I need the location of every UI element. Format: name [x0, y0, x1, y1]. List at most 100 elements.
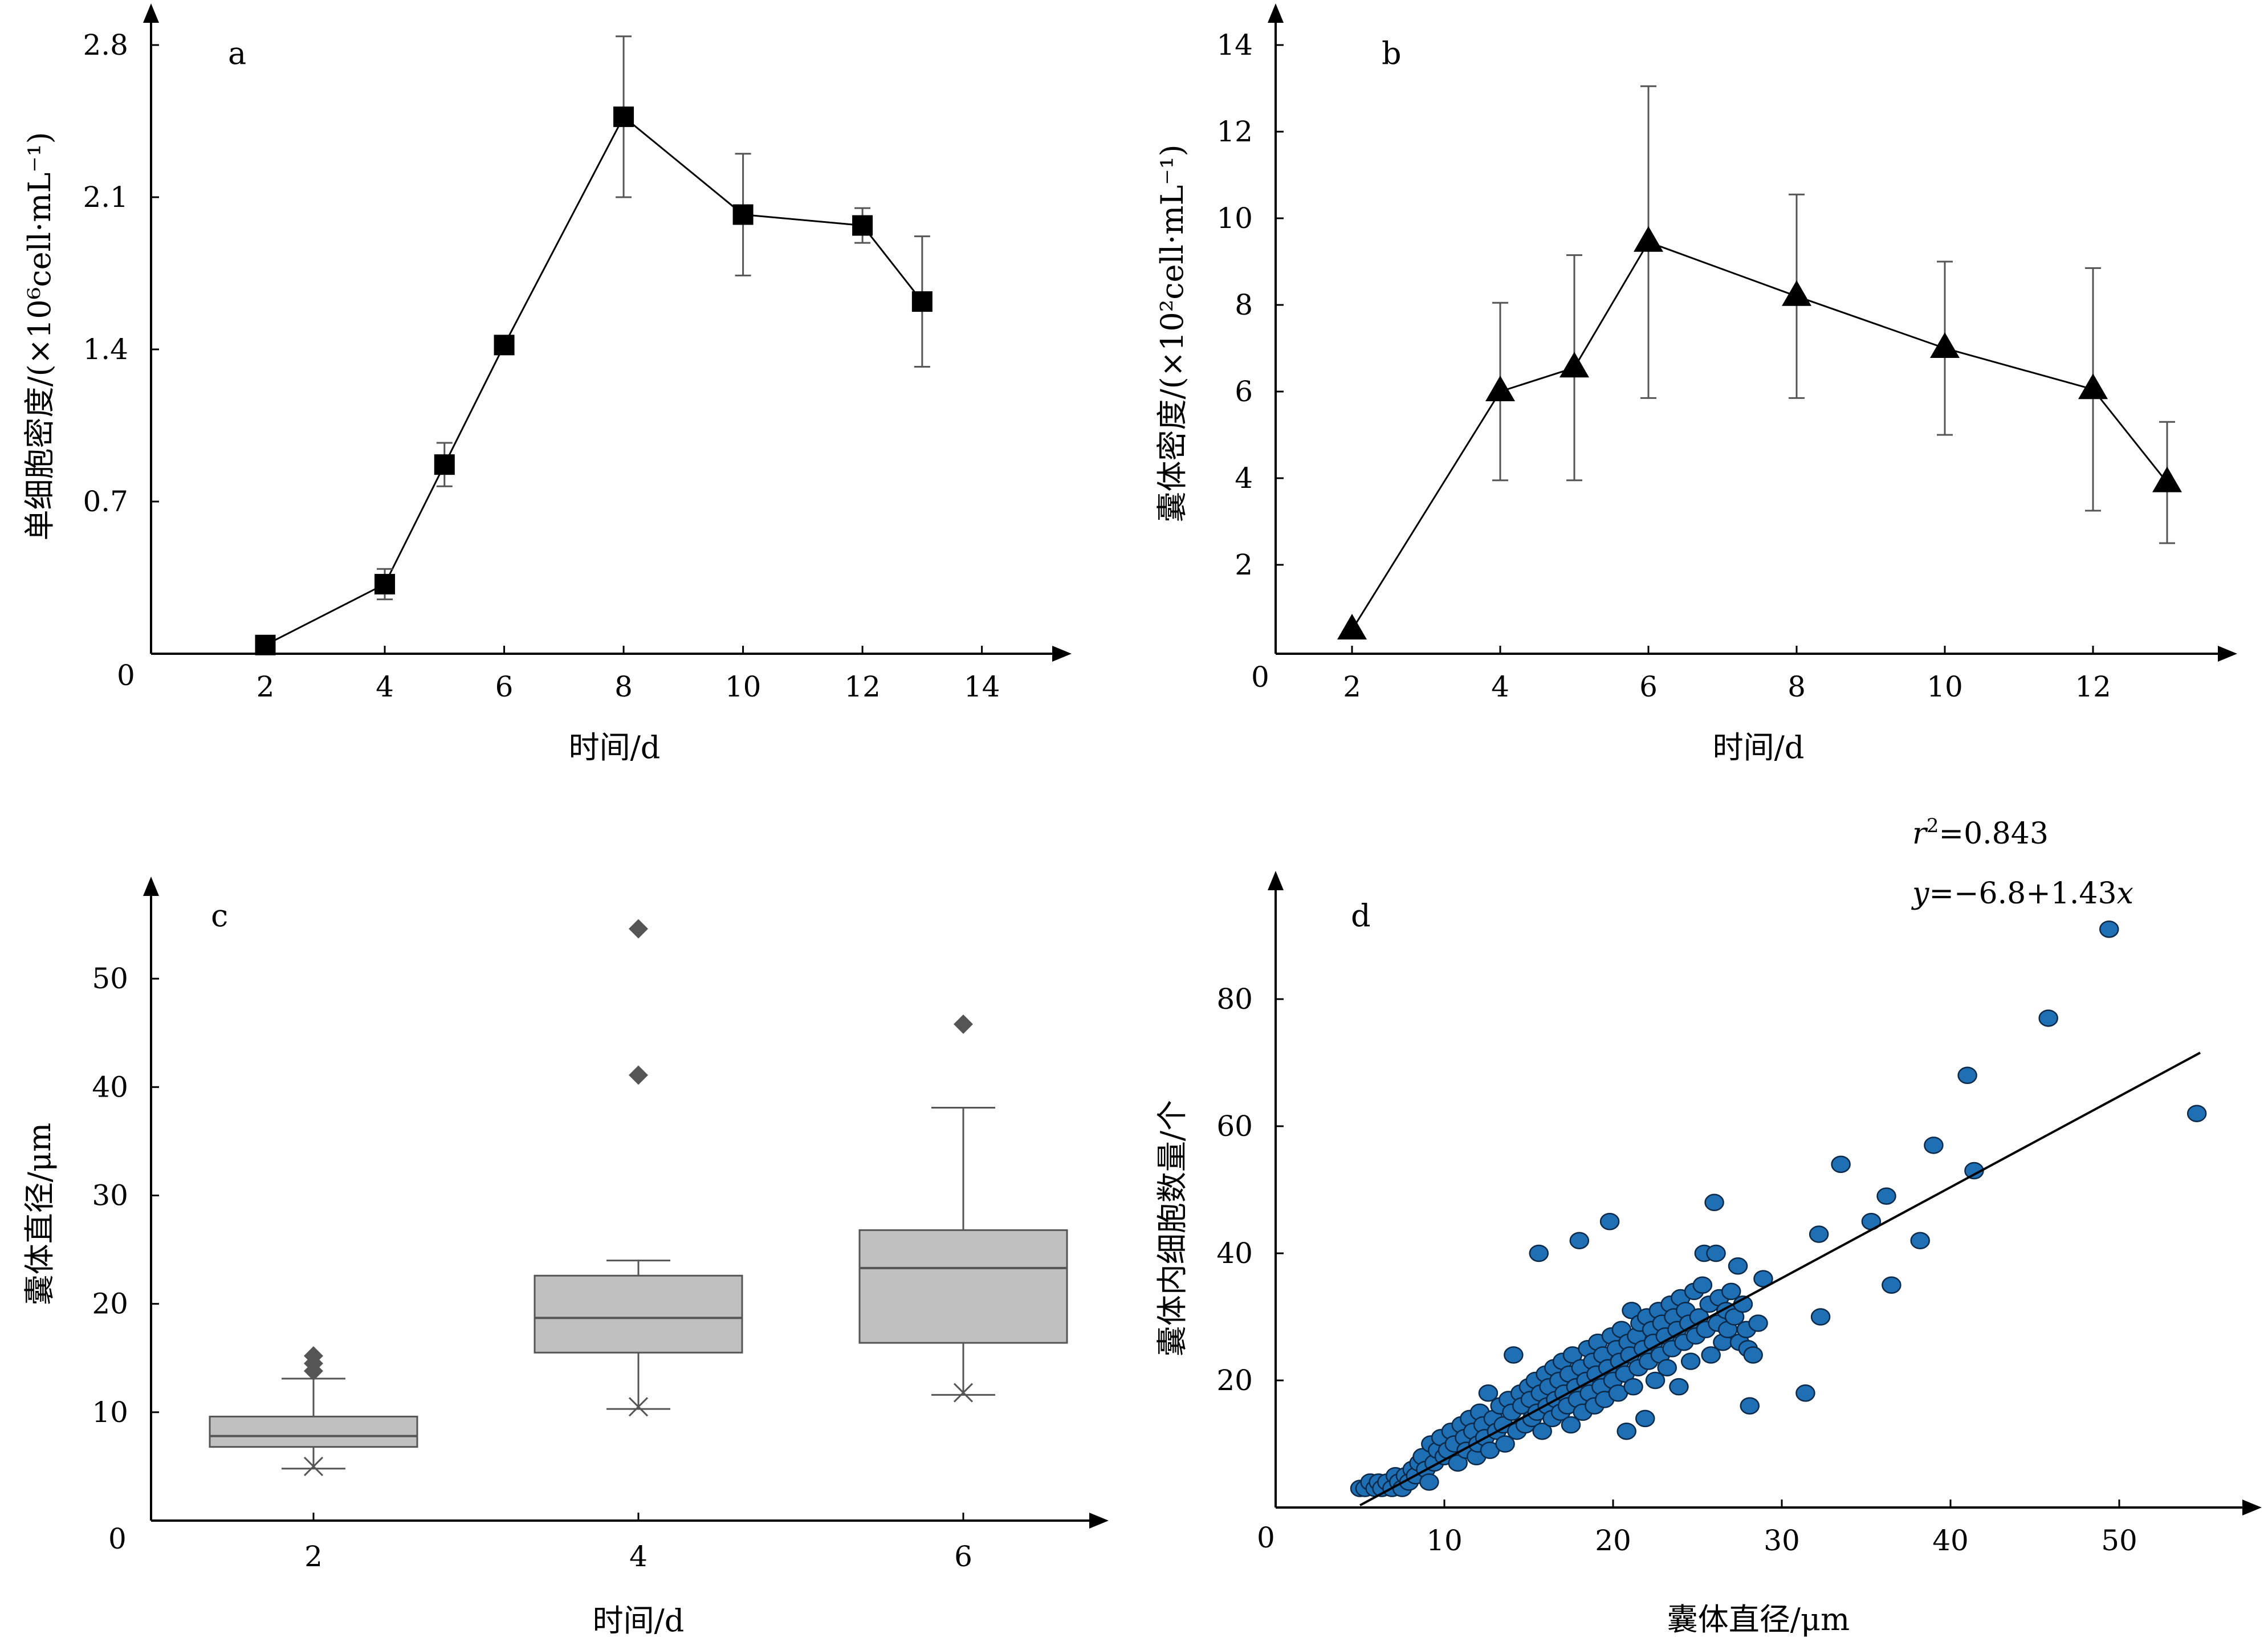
a-data-point — [852, 215, 873, 236]
chart-d: 10 20 30 40 50 20 40 60 80 d 0 囊体直径/μm 囊体内细胞数量/个… — [1154, 814, 2262, 1637]
chart-b-panel-label: b — [1382, 35, 1402, 71]
a-xtick-label: 4 — [376, 670, 394, 703]
chart-b-series — [1337, 85, 2182, 639]
d-xtick-label: 30 — [1764, 1524, 1800, 1557]
chart-d-fit-equation: y=−6.8+1.43x — [1911, 877, 2133, 911]
b-xtick-label: 12 — [2075, 670, 2111, 703]
a-data-point — [494, 335, 515, 356]
d-data-point — [1599, 1213, 1620, 1231]
chart-b-origin-label: 0 — [1251, 661, 1269, 694]
chart-a: 2 4 6 8 10 12 14 0.7 1.4 2.1 2.8 a 0 时间/d 单细胞密度/(×… — [22, 3, 1072, 765]
b-xtick-label: 8 — [1787, 670, 1806, 703]
d-data-point — [1623, 1378, 1643, 1396]
a-data-point — [613, 106, 634, 127]
b-ytick-label: 2 — [1235, 548, 1253, 581]
a-xtick-label: 8 — [614, 670, 633, 703]
d-data-point — [1692, 1276, 1713, 1294]
chart-b-x-axis-arrow — [2218, 646, 2237, 662]
d-data-point — [1569, 1232, 1590, 1249]
b-xtick-label: 4 — [1491, 670, 1509, 703]
chart-c: 10 20 30 40 50 2 4 6 c 0 时间/d 囊体直径/μm — [22, 877, 1109, 1639]
a-data-point — [255, 634, 276, 655]
b-xtick-label: 6 — [1639, 670, 1658, 703]
chart-b: 2 4 6 8 10 12 2 4 6 8 10 12 14 b 0 时间/d 囊体密度/(×10²ce… — [1154, 3, 2237, 765]
chart-c-axes — [143, 877, 1109, 1529]
a-xtick-label: 10 — [725, 670, 762, 703]
d-ytick-label: 60 — [1216, 1110, 1253, 1143]
chart-b-ticks: 2 4 6 8 10 12 2 4 6 8 10 12 14 — [1216, 28, 2111, 703]
b-ytick-label: 6 — [1235, 375, 1253, 408]
chart-b-ylabel: 囊体密度/(×10²cell·mL⁻¹) — [1154, 144, 1190, 522]
d-data-point — [1724, 1308, 1745, 1326]
chart-d-ticks: 10 20 30 40 50 20 40 60 80 — [1216, 983, 2137, 1557]
chart-a-ylabel: 单细胞密度/(×10⁶cell·mL⁻¹) — [22, 132, 58, 540]
a-xtick-label: 6 — [495, 670, 514, 703]
b-ytick-label: 10 — [1216, 202, 1253, 235]
a-data-point — [911, 291, 933, 312]
c-mean-marker — [303, 1456, 324, 1476]
d-data-point — [1504, 1346, 1524, 1364]
b-data-point — [1782, 280, 1811, 306]
chart-c-series — [209, 919, 1068, 1476]
d-data-point — [1728, 1257, 1748, 1275]
chart-a-ticks: 2 4 6 8 10 12 14 0.7 1.4 2.1 2.8 — [83, 28, 1000, 703]
chart-c-panel-label: c — [211, 898, 228, 934]
chart-b-axes — [1268, 3, 2237, 662]
d-data-point — [1529, 1244, 1549, 1262]
chart-b-xlabel: 时间/d — [1713, 730, 1805, 765]
c-box — [209, 1415, 418, 1448]
b-xtick-label: 2 — [1343, 670, 1361, 703]
c-xtick-label: 6 — [954, 1540, 972, 1573]
d-data-point — [1810, 1308, 1831, 1326]
d-xtick-label: 20 — [1595, 1524, 1631, 1557]
d-data-point — [1448, 1454, 1468, 1472]
d-ytick-label: 80 — [1216, 983, 1253, 1016]
chart-c-ylabel: 囊体直径/μm — [22, 1123, 58, 1306]
c-xtick-label: 4 — [629, 1540, 648, 1573]
d-data-point — [1532, 1422, 1552, 1440]
a-ytick-label: 1.4 — [83, 333, 128, 366]
d-data-point — [1495, 1435, 1515, 1453]
b-ytick-label: 14 — [1216, 28, 1253, 62]
d-data-point — [1616, 1422, 1636, 1440]
chart-d-y-axis-arrow — [1268, 871, 1284, 890]
d-data-point — [1809, 1225, 1829, 1243]
d-data-point — [1645, 1371, 1666, 1390]
d-data-point — [1704, 1193, 1724, 1212]
c-outlier — [954, 1015, 973, 1034]
chart-d-ylabel: 囊体内细胞数量/个 — [1154, 1100, 1190, 1356]
c-xtick-label: 2 — [304, 1540, 323, 1573]
b-series-line — [1351, 241, 2168, 630]
chart-c-origin-label: 0 — [108, 1522, 127, 1555]
c-ytick-label: 20 — [92, 1288, 128, 1321]
d-data-point — [1721, 1282, 1741, 1301]
c-outlier — [629, 919, 648, 939]
chart-c-ticks: 10 20 30 40 50 2 4 6 — [92, 962, 972, 1573]
d-fit-line — [1359, 1052, 2201, 1506]
d-ytick-label: 40 — [1216, 1237, 1253, 1270]
d-xtick-label: 50 — [2101, 1524, 2137, 1557]
chart-d-origin-label: 0 — [1257, 1521, 1275, 1554]
chart-a-panel-label: a — [228, 35, 246, 71]
a-xtick-label: 12 — [844, 670, 881, 703]
a-ytick-label: 2.8 — [83, 28, 128, 62]
b-ytick-label: 12 — [1216, 115, 1253, 148]
a-ytick-label: 0.7 — [83, 485, 128, 518]
chart-c-x-axis-arrow — [1089, 1513, 1109, 1529]
chart-d-series — [1350, 920, 2207, 1506]
chart-d-axes — [1268, 871, 2262, 1515]
c-ytick-label: 50 — [92, 962, 128, 995]
d-data-point — [1748, 1314, 1768, 1332]
d-data-point — [1882, 1276, 1901, 1294]
a-xtick-label: 14 — [964, 670, 1000, 703]
chart-d-panel-label: d — [1351, 898, 1371, 934]
b-data-point — [1559, 352, 1589, 378]
c-outlier — [304, 1346, 323, 1366]
b-data-point — [2078, 373, 2108, 400]
d-data-point — [1657, 1359, 1677, 1376]
chart-a-xlabel: 时间/d — [569, 730, 661, 765]
d-data-point — [1635, 1409, 1655, 1428]
d-data-point — [2038, 1009, 2058, 1027]
d-data-point — [1419, 1473, 1439, 1491]
